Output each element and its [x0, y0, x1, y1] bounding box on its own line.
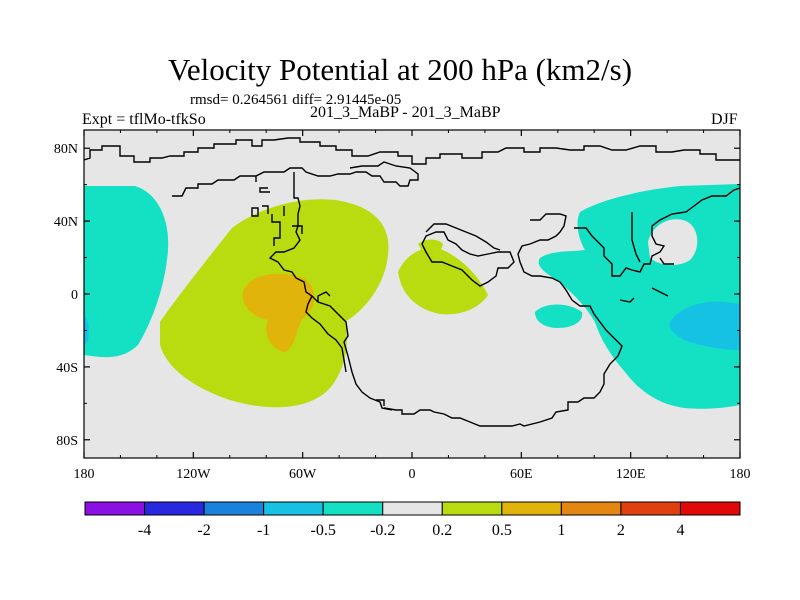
y-axis: 80N 40N 0 40S 80S	[54, 142, 740, 449]
colorbar-swatch	[560, 501, 622, 516]
coastline-north-america	[172, 161, 419, 411]
x-tick-label: 60W	[289, 467, 317, 482]
colorbar-swatch	[203, 501, 265, 516]
x-tick-label: 0	[409, 467, 416, 482]
colorbar-swatch	[382, 501, 443, 516]
colorbar-label: -0.5	[311, 522, 336, 539]
coastline-africa-europe	[383, 213, 623, 427]
colorbar-label: -4	[138, 522, 151, 539]
contour-fields	[84, 184, 740, 409]
y-tick-label: 40N	[54, 215, 78, 230]
colorbar-swatch	[501, 501, 562, 516]
colorbar-swatch	[322, 501, 384, 516]
y-tick-label: 40S	[56, 361, 78, 376]
colorbar-swatch	[263, 501, 324, 516]
negative-core-west-pacific	[669, 301, 740, 350]
positive-anomaly-africa	[398, 247, 488, 315]
x-tick-label: 120E	[616, 467, 646, 482]
y-tick-label: 80N	[54, 142, 78, 157]
colorbar-swatch	[144, 501, 205, 516]
colorbar-label: -0.2	[370, 522, 395, 539]
colorbar-label: -1	[257, 522, 270, 539]
coastlines	[84, 137, 740, 427]
coastline-greenland-north	[84, 137, 740, 165]
x-tick-label: 180	[74, 467, 95, 482]
x-tick-label: 120W	[176, 467, 211, 482]
experiment-label: Expt = tflMo-tfkSo	[82, 111, 206, 128]
chart-title: Velocity Potential at 200 hPa (km2/s)	[167, 52, 633, 87]
positive-core-south-america	[242, 273, 315, 352]
coastline-asia	[574, 187, 740, 303]
colorbar-label: 0.2	[432, 522, 452, 539]
colorbar-label: 2	[617, 522, 625, 539]
colorbar-label: 0.5	[492, 522, 512, 539]
season-label: DJF	[711, 111, 738, 128]
positive-anomaly-africa-north	[418, 239, 443, 255]
negative-anomaly-pacific-west	[84, 186, 169, 358]
x-axis: 180 120W 60W 0 60E 120E 180	[74, 130, 751, 482]
negative-anomaly-indian-ocean	[535, 304, 583, 328]
colorbar-label: 1	[557, 522, 565, 539]
x-tick-label: 180	[730, 467, 751, 482]
y-tick-label: 0	[71, 288, 78, 303]
coastline-south-america	[305, 291, 385, 406]
colorbar-swatch	[679, 501, 741, 516]
x-tick-label: 60E	[510, 467, 533, 482]
colorbar-swatch	[84, 501, 146, 516]
case-line: 201_3_MaBP - 201_3_MaBP	[310, 104, 501, 121]
colorbar: -4 -2 -1 -0.5 -0.2 0.2 0.5 1 2 4	[84, 501, 741, 539]
y-tick-label: 80S	[56, 434, 78, 449]
negative-hole-north-pacific	[648, 219, 698, 266]
stats-line: rmsd= 0.264561 diff= 2.91445e-05	[190, 92, 402, 108]
colorbar-swatch	[441, 501, 503, 516]
colorbar-swatch	[620, 501, 681, 516]
colorbar-label: -2	[197, 522, 210, 539]
map-area	[84, 130, 740, 458]
colorbar-label: 4	[676, 522, 684, 539]
